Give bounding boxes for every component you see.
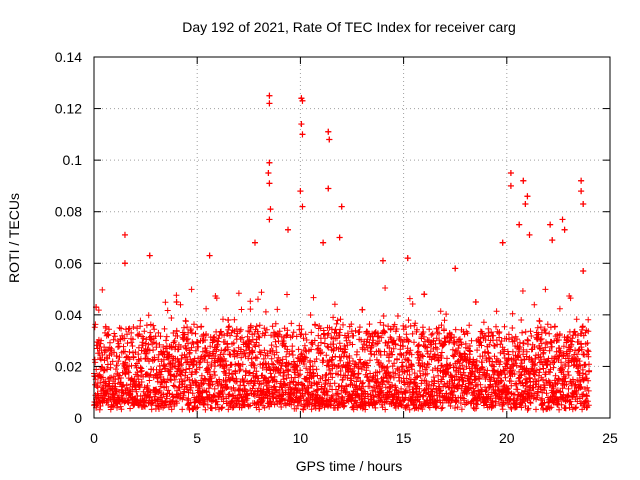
roti-spike-point (359, 306, 366, 313)
roti-spike-point (265, 170, 272, 177)
roti-spike-point (452, 265, 459, 272)
x-tick-label: 25 (602, 430, 618, 446)
roti-spike-point (251, 239, 258, 246)
roti-spike-point (206, 252, 213, 259)
axis-ticks: 0 5 10 15 20 25 0 0.02 0.04 0.06 0.08 0.1 0.12 0.14 (55, 49, 618, 446)
chart-title: Day 192 of 2021, Rate Of TEC Index for r… (182, 19, 516, 35)
y-tick-label: 0.04 (55, 307, 82, 323)
roti-spike-point (325, 185, 332, 192)
roti-spike-point (297, 188, 304, 195)
roti-spike-point (472, 298, 479, 305)
roti-spike-point (267, 206, 274, 213)
x-tick-label: 5 (193, 430, 201, 446)
y-tick-label: 0.1 (63, 152, 83, 168)
y-tick-label: 0 (74, 410, 82, 426)
roti-spike-point (524, 193, 531, 200)
roti-spike-point (379, 257, 386, 264)
roti-spike-point (266, 216, 273, 223)
roti-spike-point (299, 97, 306, 104)
roti-spike-point (547, 221, 554, 228)
roti-spike-point (266, 100, 273, 107)
roti-spike-point (299, 131, 306, 138)
roti-spike-point (578, 177, 585, 184)
roti-spike-point (507, 170, 514, 177)
roti-spike-point (561, 226, 568, 233)
roti-spike-point (298, 121, 305, 128)
y-tick-label: 0.08 (55, 204, 82, 220)
roti-spike-point (522, 200, 529, 207)
roti-spike-point (266, 180, 273, 187)
roti-spike-point (285, 226, 292, 233)
roti-spike-point (516, 221, 523, 228)
data-points (91, 92, 593, 413)
roti-spike-point (225, 317, 232, 324)
x-tick-label: 0 (90, 430, 98, 446)
roti-spike-point (421, 291, 428, 298)
roti-spike-point (507, 182, 514, 189)
roti-spike-point (299, 203, 306, 210)
roti-spike-point (336, 234, 343, 241)
roti-spike-point (320, 239, 327, 246)
roti-spike-point (559, 216, 566, 223)
roti-spike-point (549, 237, 556, 244)
roti-spike-point (499, 239, 506, 246)
y-axis-title: ROTI / TECUs (6, 193, 22, 283)
y-tick-label: 0.02 (55, 358, 82, 374)
plot-frame (93, 56, 611, 419)
roti-spike-point (526, 231, 533, 238)
roti-spike-point (326, 136, 333, 143)
roti-spike-point (146, 252, 153, 259)
x-axis-title: GPS time / hours (296, 458, 403, 474)
y-tick-label: 0.06 (55, 255, 82, 271)
roti-spike-point (580, 268, 587, 275)
roti-spike-point (338, 203, 345, 210)
roti-spike-point (173, 298, 180, 305)
x-tick-label: 20 (499, 430, 515, 446)
roti-spike-point (578, 188, 585, 195)
y-tick-label: 0.12 (55, 101, 82, 117)
roti-spike-point (325, 128, 332, 135)
x-tick-label: 10 (293, 430, 309, 446)
roti-spike-point (121, 260, 128, 267)
roti-spike-point (121, 231, 128, 238)
x-tick-label: 15 (396, 430, 412, 446)
roti-spike-point (580, 200, 587, 207)
roti-spike-point (404, 255, 411, 262)
y-tick-label: 0.14 (55, 49, 82, 65)
roti-spike-point (520, 177, 527, 184)
roti-spike-point (266, 159, 273, 166)
roti-spike-point (266, 92, 273, 99)
